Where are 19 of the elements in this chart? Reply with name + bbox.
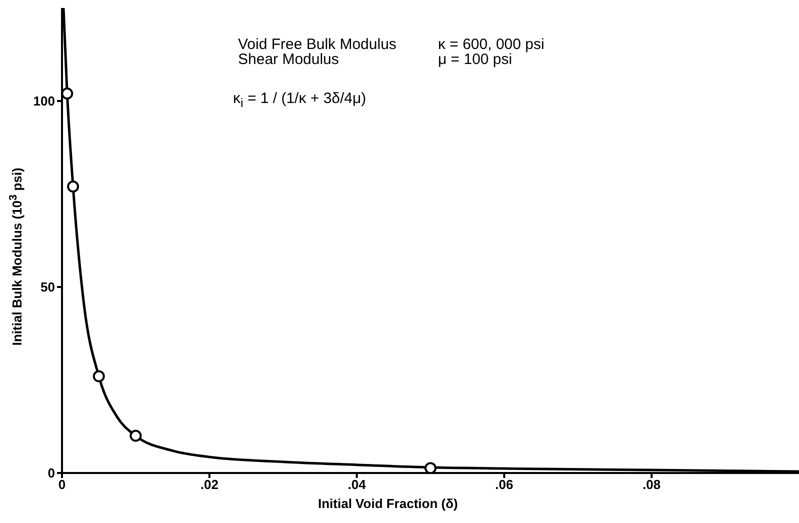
annotation: Void Free Bulk Modulus — [238, 36, 396, 53]
x-tick-label: .04 — [348, 477, 367, 492]
x-tick-label: .08 — [642, 477, 661, 492]
point — [92, 370, 105, 382]
y-tick-label: 50 — [40, 280, 55, 295]
x-tick-label: .02 — [200, 477, 218, 492]
point — [424, 462, 436, 473]
annotation: κ = 600, 000 psi — [438, 36, 544, 53]
point — [67, 180, 80, 193]
x-tick-label: 0 — [58, 477, 66, 492]
point — [62, 88, 74, 100]
annotation: μ = 100 psi — [438, 51, 512, 68]
annotation: Shear Modulus — [238, 51, 339, 68]
point — [130, 430, 142, 442]
x-axis-title: Initial Void Fraction (δ) — [318, 496, 458, 511]
y-tick-label: 100 — [33, 94, 55, 109]
annotation: κ$_{i}$ = 1 / (1/κ + 3δ/4μ) — [233, 90, 366, 110]
y-tick-label: 0 — [48, 466, 55, 481]
x-tick-label: .06 — [495, 477, 514, 492]
